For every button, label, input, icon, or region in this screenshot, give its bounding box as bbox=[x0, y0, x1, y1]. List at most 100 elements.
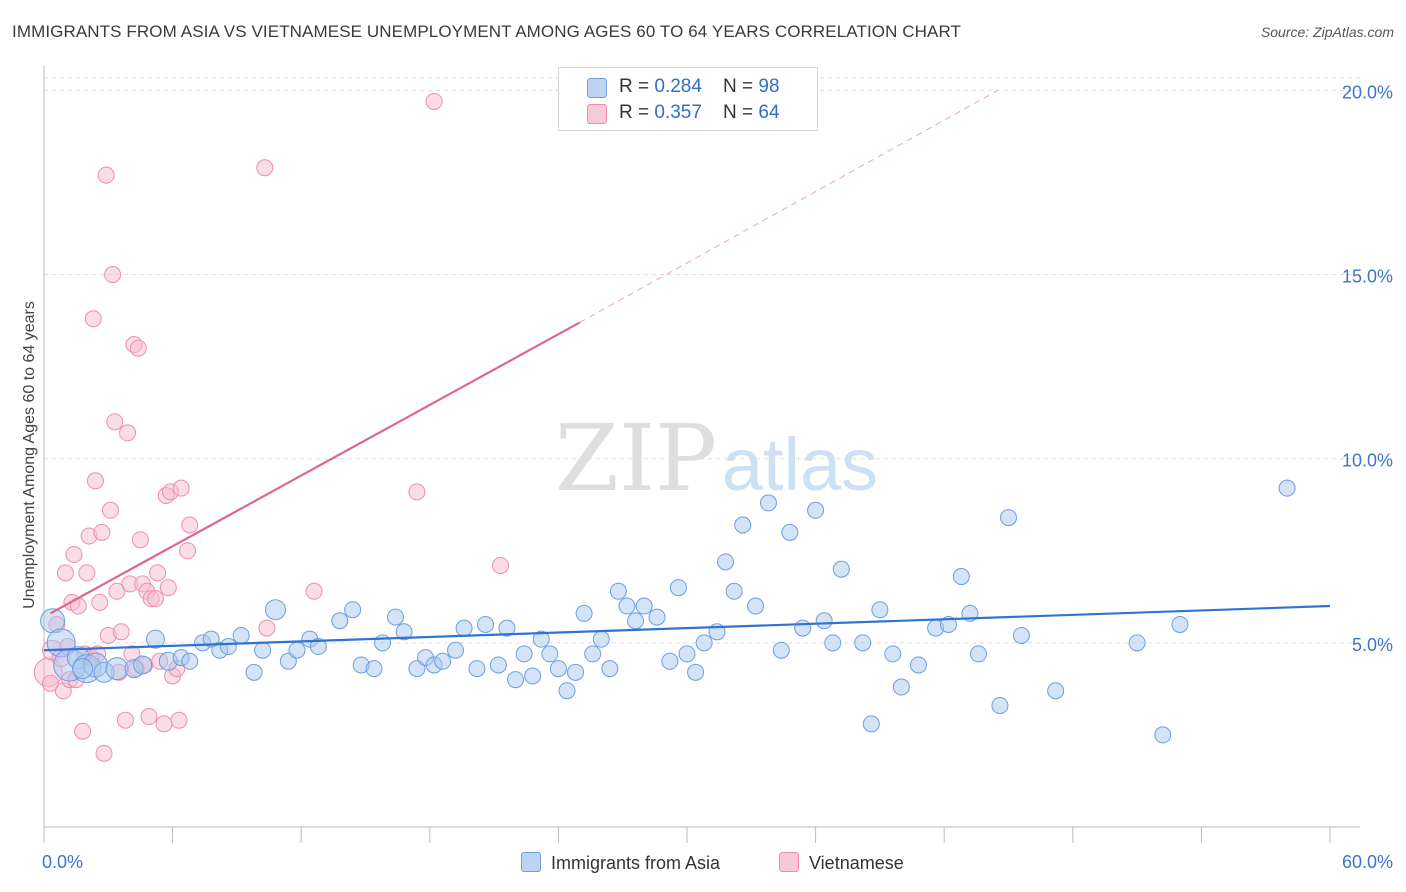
vietnamese-point bbox=[95, 744, 113, 762]
vietnamese-point bbox=[181, 516, 199, 534]
asia-point bbox=[232, 626, 250, 644]
asia-point bbox=[455, 619, 473, 637]
asia-point bbox=[541, 645, 559, 663]
asia-point bbox=[892, 678, 910, 696]
legend-r-value: 0.357 bbox=[654, 102, 702, 123]
asia-point bbox=[854, 634, 872, 652]
asia-point bbox=[264, 599, 286, 621]
legend-swatch-asia bbox=[587, 78, 607, 98]
asia-point bbox=[618, 597, 636, 615]
vietnamese-point bbox=[305, 582, 323, 600]
legend-label-asia: Immigrants from Asia bbox=[551, 853, 721, 873]
asia-point bbox=[991, 696, 1009, 714]
asia-point bbox=[969, 645, 987, 663]
asia-point bbox=[1171, 615, 1189, 633]
legend-item-vietnamese: Vietnamese bbox=[779, 852, 904, 874]
asia-point bbox=[72, 658, 94, 680]
asia-point bbox=[288, 641, 306, 659]
asia-point bbox=[939, 615, 957, 633]
asia-point bbox=[374, 634, 392, 652]
vietnamese-point bbox=[131, 531, 149, 549]
vietnamese-point bbox=[149, 564, 167, 582]
vietnamese-point bbox=[93, 523, 111, 541]
vietnamese-point bbox=[112, 623, 130, 641]
legend-n-value: 98 bbox=[758, 76, 780, 97]
vietnamese-trend-extension bbox=[579, 89, 999, 323]
legend-r-label: R = bbox=[619, 102, 655, 123]
vietnamese-point bbox=[159, 579, 177, 597]
asia-point bbox=[747, 597, 765, 615]
asia-point bbox=[609, 582, 627, 600]
asia-point bbox=[627, 612, 645, 630]
trend-lines bbox=[43, 89, 1331, 652]
vietnamese-point bbox=[116, 711, 134, 729]
vietnamese-point bbox=[258, 619, 276, 637]
asia-points bbox=[40, 479, 1296, 744]
vietnamese-point bbox=[129, 339, 147, 357]
asia-point bbox=[447, 641, 465, 659]
axes bbox=[43, 66, 1360, 843]
y-tick-label: 10.0% bbox=[1342, 451, 1393, 471]
vietnamese-point bbox=[425, 92, 443, 110]
asia-point bbox=[734, 516, 752, 534]
asia-point bbox=[558, 682, 576, 700]
asia-point bbox=[1047, 682, 1065, 700]
asia-point bbox=[794, 619, 812, 637]
asia-point bbox=[549, 660, 567, 678]
asia-point bbox=[871, 601, 889, 619]
asia-point bbox=[507, 671, 525, 689]
vietnamese-point bbox=[65, 545, 83, 563]
asia-point bbox=[145, 629, 165, 649]
asia-point bbox=[489, 656, 507, 674]
asia-point bbox=[781, 523, 799, 541]
vietnamese-point bbox=[86, 472, 104, 490]
asia-point bbox=[584, 645, 602, 663]
vietnamese-point bbox=[91, 593, 109, 611]
vietnamese-point bbox=[104, 266, 122, 284]
asia-point bbox=[909, 656, 927, 674]
asia-point bbox=[532, 630, 550, 648]
asia-point bbox=[678, 645, 696, 663]
source-label: Source: ZipAtlas.com bbox=[1260, 24, 1394, 40]
asia-point bbox=[365, 660, 383, 678]
legend-swatch-vietnamese bbox=[587, 104, 607, 124]
legend-label-vietnamese: Vietnamese bbox=[809, 853, 904, 873]
asia-point bbox=[498, 619, 516, 637]
asia-point bbox=[395, 623, 413, 641]
vietnamese-point bbox=[172, 479, 190, 497]
vietnamese-point bbox=[41, 674, 59, 692]
asia-point bbox=[477, 615, 495, 633]
asia-point bbox=[575, 604, 593, 622]
vietnamese-point bbox=[140, 708, 158, 726]
asia-point bbox=[254, 641, 272, 659]
y-tick-label: 15.0% bbox=[1342, 267, 1393, 287]
asia-point bbox=[219, 638, 237, 656]
legend-swatch-vietnamese bbox=[779, 852, 799, 872]
watermark-atlas: atlas bbox=[722, 423, 878, 506]
asia-point bbox=[515, 645, 533, 663]
legend-n-label: N = bbox=[723, 102, 759, 123]
asia-point bbox=[635, 597, 653, 615]
vietnamese-point bbox=[97, 166, 115, 184]
correlation-legend: R = 0.284 N = 98 R = 0.357 N = 64 bbox=[558, 67, 818, 131]
asia-point bbox=[309, 638, 327, 656]
asia-point bbox=[133, 655, 153, 675]
asia-point bbox=[717, 553, 735, 571]
asia-point bbox=[468, 660, 486, 678]
asia-point bbox=[815, 612, 833, 630]
asia-point bbox=[181, 652, 199, 670]
watermark-zip: ZIP bbox=[555, 405, 717, 512]
legend-n-label: N = bbox=[723, 76, 759, 97]
legend-n-value: 64 bbox=[758, 102, 780, 123]
asia-point bbox=[1278, 479, 1296, 497]
asia-point bbox=[952, 568, 970, 586]
asia-point bbox=[648, 608, 666, 626]
asia-point bbox=[524, 667, 542, 685]
y-tick-label: 20.0% bbox=[1342, 82, 1393, 102]
vietnamese-point bbox=[179, 542, 197, 560]
legend-r-label: R = bbox=[619, 76, 655, 97]
grid-lines bbox=[44, 77, 1360, 644]
vietnamese-point bbox=[146, 590, 164, 608]
watermark: ZIP atlas bbox=[555, 405, 878, 512]
